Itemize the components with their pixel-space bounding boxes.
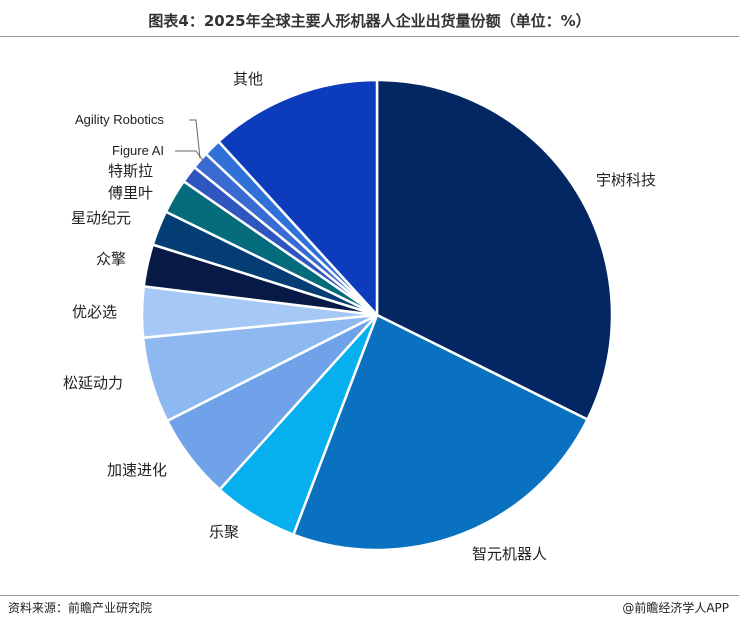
pie-slice-12 (217, 78, 379, 317)
slice-label-6: 众擎 (96, 250, 126, 268)
leader-line-11 (189, 119, 201, 159)
brand-note: @前瞻经济学人APP (622, 601, 729, 615)
footer-divider (0, 595, 739, 596)
slice-label-1: 智元机器人 (472, 545, 547, 563)
source-note: 资料来源：前瞻产业研究院 (8, 601, 153, 615)
pie-slice-1 (292, 313, 589, 552)
slice-label-8: 傅里叶 (108, 184, 153, 202)
slice-label-3: 加速进化 (107, 461, 167, 479)
slice-label-7: 星动纪元 (71, 209, 131, 227)
slice-label-12: 其他 (233, 70, 263, 88)
chart-title: 图表4：2025年全球主要人形机器人企业出货量份额（单位：%） (148, 12, 591, 30)
slice-label-0: 宇树科技 (596, 171, 656, 189)
title-divider (0, 36, 739, 37)
label-leader-lines (175, 119, 205, 163)
leader-line-10 (175, 150, 205, 163)
pie-slices (140, 78, 614, 552)
slice-label-9: 特斯拉 (108, 162, 153, 180)
pie-slice-0 (375, 78, 614, 421)
slice-label-10: Figure AI (112, 143, 164, 158)
slice-label-5: 优必选 (72, 303, 117, 321)
slice-label-4: 松延动力 (63, 374, 123, 392)
slice-label-11: Agility Robotics (75, 112, 164, 127)
slice-label-2: 乐聚 (209, 523, 239, 541)
